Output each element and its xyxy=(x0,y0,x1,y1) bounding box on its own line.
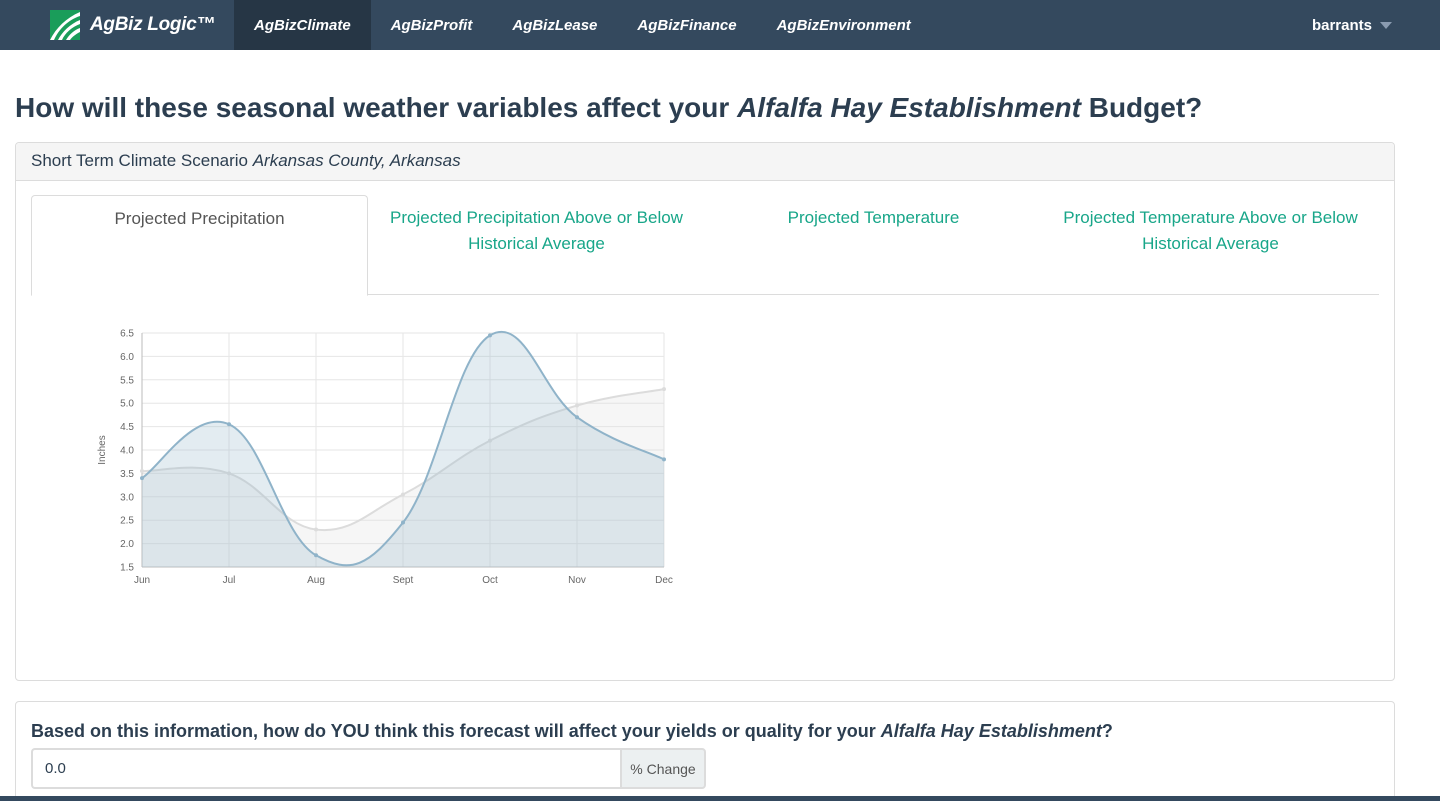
y-tick-label: 6.0 xyxy=(120,352,134,363)
climate-scenario-panel: Short Term Climate Scenario Arkansas Cou… xyxy=(15,142,1395,681)
precipitation-chart-svg: 1.5 2.0 2.5 3.0 3.5 4.0 4.5 5.0 5.5 6.0 6.5 Jun Jul A… xyxy=(97,329,673,587)
y-tick-label: 2.5 xyxy=(120,516,134,527)
series-0-point xyxy=(662,457,666,462)
precipitation-chart: 1.5 2.0 2.5 3.0 3.5 4.0 4.5 5.0 5.5 6.0 6.5 Jun Jul A… xyxy=(76,323,676,593)
series-0-area xyxy=(142,331,664,567)
series-1-area xyxy=(142,389,664,567)
yield-question-panel: Based on this information, how do YOU th… xyxy=(15,701,1395,801)
brand-name: AgBiz Logic™ xyxy=(90,14,216,35)
nav-agbizenvironment[interactable]: AgBizEnvironment xyxy=(776,16,911,34)
question-crop: Alfalfa Hay Establishment xyxy=(880,721,1102,741)
user-menu[interactable]: barrants xyxy=(1312,0,1392,50)
tab-projected-temperature[interactable]: Projected Temperature xyxy=(787,208,960,227)
percent-change-group: % Change xyxy=(31,748,706,789)
y-tick-label: 3.0 xyxy=(120,492,134,503)
y-tick-label: 1.5 xyxy=(120,563,134,574)
nav-agbizclimate[interactable]: AgBizClimate xyxy=(234,0,371,50)
chart-tabs: Projected Precipitation Projected Precip… xyxy=(31,195,1379,296)
top-navbar: AgBiz Logic™ AgBizClimate AgBizProfit Ag… xyxy=(0,0,1440,50)
agbiz-leaf-icon xyxy=(50,10,80,40)
nav-agbizprofit[interactable]: AgBizProfit xyxy=(390,16,473,34)
series-1-point xyxy=(314,527,318,532)
question-pre: Based on this information, how do YOU th… xyxy=(31,721,881,741)
main-nav: AgBizClimate AgBizProfit AgBizLease AgBi… xyxy=(234,0,931,50)
nav-agbizlease[interactable]: AgBizLease xyxy=(512,16,598,34)
page-title-pre: How will these seasonal weather variable… xyxy=(15,92,738,123)
page-title-post: Budget? xyxy=(1080,92,1203,123)
series-0-point xyxy=(227,422,231,427)
y-tick-label: 2.0 xyxy=(120,539,134,550)
series-0-point xyxy=(314,553,318,558)
panel-location: Arkansas County, Arkansas xyxy=(252,151,461,170)
panel-heading-text: Short Term Climate Scenario xyxy=(31,151,253,170)
series-0-point xyxy=(401,520,405,525)
x-tick-label: Dec xyxy=(655,575,673,586)
series-1-point xyxy=(575,403,579,408)
y-tick-label: 6.5 xyxy=(120,329,134,340)
tab-precipitation-vs-average[interactable]: Projected Precipitation Above or Below H… xyxy=(390,208,683,253)
user-name: barrants xyxy=(1311,16,1372,34)
x-tick-label: Oct xyxy=(482,575,498,586)
series-1-point xyxy=(662,387,666,392)
series-1-point xyxy=(140,469,144,474)
percent-change-input[interactable] xyxy=(31,748,620,789)
bottom-bar xyxy=(0,796,1440,801)
x-tick-label: Nov xyxy=(568,575,586,586)
tab-temperature-vs-average[interactable]: Projected Temperature Above or Below His… xyxy=(1063,208,1358,253)
y-tick-label: 4.5 xyxy=(120,422,134,433)
brand[interactable]: AgBiz Logic™ xyxy=(0,0,234,50)
series-0-point xyxy=(575,415,579,420)
question-post: ? xyxy=(1101,721,1113,741)
panel-heading: Short Term Climate Scenario Arkansas Cou… xyxy=(16,143,1394,181)
series-0-point xyxy=(488,333,492,338)
y-tick-label: 3.5 xyxy=(120,469,134,480)
series-1-point xyxy=(227,471,231,476)
y-tick-label: 5.5 xyxy=(120,375,134,386)
series-0-point xyxy=(140,476,144,481)
y-axis-label: Inches xyxy=(97,435,108,464)
y-tick-label: 5.0 xyxy=(120,399,134,410)
x-tick-label: Jul xyxy=(223,575,236,586)
nav-agbizfinance[interactable]: AgBizFinance xyxy=(637,16,737,34)
y-tick-label: 4.0 xyxy=(120,446,134,457)
caret-down-icon xyxy=(1380,21,1392,29)
x-tick-label: Jun xyxy=(134,575,150,586)
tab-projected-precipitation[interactable]: Projected Precipitation xyxy=(31,195,368,296)
page-title-crop: Alfalfa Hay Establishment xyxy=(737,92,1081,123)
page-title: How will these seasonal weather variable… xyxy=(15,92,1202,124)
x-tick-label: Sept xyxy=(393,575,414,586)
percent-change-addon: % Change xyxy=(620,748,706,789)
series-1-point xyxy=(488,438,492,443)
x-tick-label: Aug xyxy=(307,575,325,586)
yield-question: Based on this information, how do YOU th… xyxy=(31,721,1113,742)
series-1-point xyxy=(401,492,405,497)
